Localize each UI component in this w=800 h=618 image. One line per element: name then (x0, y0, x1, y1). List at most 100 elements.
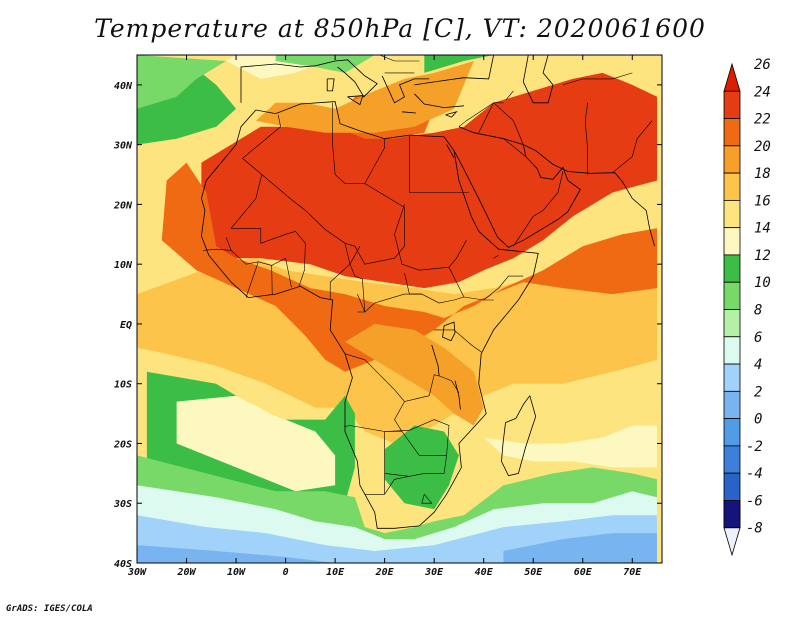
colorbar-swatch (723, 62, 741, 92)
coastline (446, 144, 455, 158)
colorbar-label: 24 (754, 84, 771, 100)
country-border (503, 138, 526, 157)
coastline (347, 95, 364, 106)
country-border (384, 419, 450, 477)
country-border (448, 267, 465, 298)
coastline (401, 111, 416, 114)
coastline (501, 395, 537, 477)
colorbar-label: -8 (746, 521, 763, 537)
coastline (326, 78, 335, 92)
field-region (137, 55, 227, 109)
country-border (343, 425, 410, 432)
latitude-axis: 40N 30N 20N 10N EQ 10S 20S 30S 40S (113, 81, 662, 570)
coastline (522, 55, 554, 104)
colorbar-swatch (723, 309, 741, 338)
coastline (381, 75, 430, 104)
colorbar-label: -6 (746, 493, 763, 509)
country-border (329, 243, 351, 300)
country-border (458, 102, 504, 127)
colorbar-swatch (723, 472, 741, 501)
country-border (225, 237, 272, 266)
map-title: Temperature at 850hPa [C], VT: 202006160… (94, 14, 706, 43)
country-border (245, 261, 259, 298)
coastline (240, 59, 378, 103)
colorbar-label: -4 (746, 466, 763, 482)
x-tick-label: 10E (326, 567, 345, 578)
colorbar-swatch (723, 90, 741, 119)
colorbar-label: 18 (754, 166, 771, 182)
field-region (345, 323, 484, 426)
country-border (298, 243, 306, 287)
country-border (401, 431, 447, 456)
colorbar-swatch (723, 363, 741, 392)
colorbar-label: 10 (754, 275, 771, 291)
colorbar-swatch (723, 336, 741, 365)
country-border (513, 171, 564, 247)
colorbar-swatch (723, 418, 741, 447)
country-border (505, 90, 514, 100)
x-tick-label: 30W (127, 567, 147, 578)
x-tick-label: 0 (283, 567, 289, 578)
country-border (562, 72, 633, 86)
colorbar-swatch (723, 227, 741, 256)
grads-credit: GrADS: IGES/COLA (6, 604, 93, 614)
colorbar-swatch (723, 172, 741, 201)
x-tick-label: 10W (227, 567, 246, 578)
country-border (478, 102, 524, 145)
country-border (409, 135, 469, 193)
coastline (414, 93, 464, 109)
x-tick-label: 60E (574, 567, 593, 578)
country-border (261, 174, 355, 247)
y-tick-label: EQ (120, 320, 132, 331)
country-border (271, 257, 292, 295)
colorbar-label: 16 (754, 193, 771, 209)
y-tick-label: 20S (113, 439, 132, 450)
country-border (349, 246, 366, 313)
colorbar-swatch (723, 118, 741, 147)
field-region (275, 55, 375, 73)
coastline (431, 344, 440, 376)
colorbar-swatch (723, 527, 741, 557)
x-tick-label: 50E (524, 567, 543, 578)
coastline (442, 321, 456, 342)
x-tick-label: 20E (375, 567, 395, 578)
country-border (483, 275, 524, 301)
colorbar-swatch (723, 390, 741, 420)
coastline (454, 380, 461, 410)
coastline (200, 101, 539, 529)
colorbar-label: 20 (754, 139, 771, 155)
colorbar-swatch (723, 199, 741, 229)
x-tick-label: 70E (623, 567, 642, 578)
coastline (445, 111, 458, 118)
x-tick-label: 30E (424, 567, 444, 578)
country-border (344, 353, 460, 402)
colorbar-label: 14 (754, 221, 771, 237)
colorbar-label: -2 (746, 439, 763, 455)
colorbar-label: 12 (754, 248, 771, 264)
field-region (483, 425, 657, 468)
temperature-field (137, 55, 662, 563)
colorbar-label: 8 (754, 303, 762, 319)
country-border (357, 293, 494, 313)
colorbar-swatch (723, 254, 741, 283)
field-region (424, 55, 494, 73)
colorbar-label: 26 (754, 57, 771, 73)
coastline (523, 144, 655, 247)
longitude-axis: 30W 20W 10W 0 10E 20E 30E 40E 50E 60E 70E (127, 55, 642, 578)
country-border (231, 228, 306, 244)
coastline (414, 55, 494, 86)
y-tick-label: 10N (114, 260, 133, 271)
country-border (332, 144, 346, 184)
y-tick-label: 40S (114, 559, 132, 570)
country-border (364, 476, 410, 495)
country-border (584, 102, 588, 175)
coastline (453, 126, 581, 248)
country-border (364, 138, 385, 184)
colorbar-swatch (723, 445, 741, 474)
country-border (493, 254, 499, 259)
field-region (503, 533, 657, 563)
country-border (421, 494, 433, 504)
colorbar-label: 22 (754, 112, 771, 128)
